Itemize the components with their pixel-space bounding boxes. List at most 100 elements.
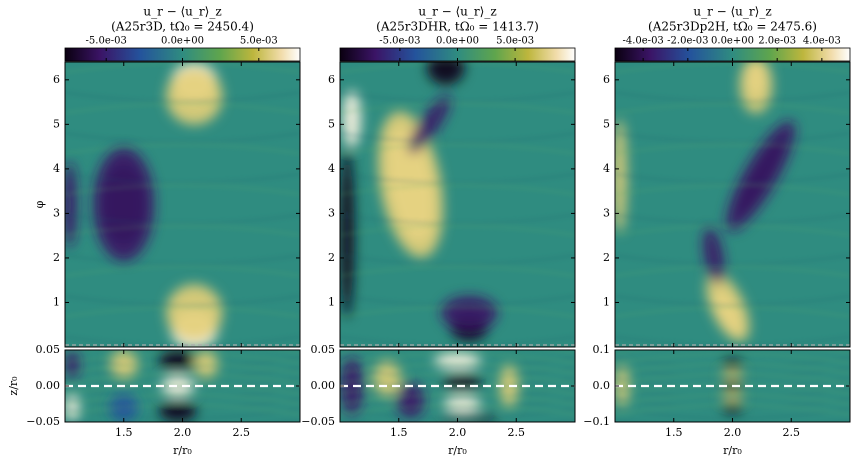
streak — [340, 253, 575, 266]
streak — [615, 131, 850, 144]
z-tick-label: 0.00 — [36, 379, 61, 392]
streak — [65, 183, 300, 196]
x-axis-label: r/r₀ — [173, 444, 192, 457]
colorbar-tick-label: -5.0e-03 — [379, 36, 420, 47]
y-tick-label: 1 — [603, 295, 610, 308]
streak — [65, 131, 300, 144]
streak — [65, 224, 300, 237]
streak — [615, 91, 850, 104]
streak — [340, 383, 575, 396]
colorbar-tick-label: 2.0e-03 — [758, 36, 796, 47]
streak — [615, 366, 850, 379]
streak — [65, 172, 300, 185]
streak — [340, 224, 575, 237]
z-axis-label: z/r₀ — [7, 376, 20, 396]
colorbar-tick-label: -2.0e-03 — [667, 36, 708, 47]
streak — [615, 143, 850, 156]
x-axis-label: r/r₀ — [723, 444, 742, 457]
streak — [340, 393, 575, 406]
heatmap-feature — [65, 393, 80, 422]
streak — [615, 183, 850, 196]
y-tick-label: 3 — [53, 206, 60, 219]
x-tick-label: 2.5 — [233, 426, 251, 439]
streak — [615, 383, 850, 396]
y-tick-label: 1 — [328, 295, 335, 308]
heatmap-feature — [65, 161, 77, 248]
x-tick-label: 2.5 — [783, 426, 801, 439]
y-tick-label: 4 — [328, 162, 335, 175]
streak — [615, 397, 850, 410]
x-tick-label: 2.0 — [449, 426, 467, 439]
y-tick-label: 5 — [53, 117, 60, 130]
panel-subtitle: (A25r3D, tΩ₀ = 2450.4) — [111, 20, 254, 34]
y-tick-label: 5 — [328, 117, 335, 130]
colorbar-tick-label: 0.0e+00 — [436, 36, 479, 47]
streak — [340, 294, 575, 307]
streak — [615, 294, 850, 307]
streak — [65, 253, 300, 266]
heatmap-streaks — [65, 62, 300, 347]
streak — [615, 265, 850, 278]
y-tick-label: 2 — [53, 251, 60, 264]
streak — [340, 183, 575, 196]
y-tick-label: 3 — [603, 206, 610, 219]
streak — [615, 356, 850, 369]
x-axis-label: r/r₀ — [448, 444, 467, 457]
x-tick-label: 1.5 — [115, 426, 133, 439]
heatmap-streaks — [65, 350, 300, 422]
streak — [340, 131, 575, 144]
streak — [65, 362, 300, 375]
streak — [65, 372, 300, 385]
streak — [615, 305, 850, 318]
z-tick-label: 0.1 — [593, 343, 611, 356]
streak — [340, 91, 575, 104]
z-tick-label: −0.1 — [583, 415, 610, 428]
streak — [65, 265, 300, 278]
heatmap-feature — [703, 227, 725, 284]
streak — [65, 387, 300, 400]
heatmap-feature — [726, 121, 796, 231]
heatmap-structure — [65, 62, 223, 347]
panel-title: u_r − ⟨u_r⟩_z — [418, 5, 496, 19]
panel-title: u_r − ⟨u_r⟩_z — [143, 5, 221, 19]
z-tick-label: −0.05 — [26, 415, 60, 428]
streak — [340, 362, 575, 375]
z-tick-label: −0.05 — [301, 415, 335, 428]
streak — [340, 265, 575, 278]
streak — [615, 393, 850, 406]
streak — [65, 376, 300, 389]
streak — [340, 305, 575, 318]
streak — [615, 372, 850, 385]
heatmap-image — [615, 62, 850, 347]
streak — [340, 102, 575, 115]
z-tick-label: 0.00 — [311, 379, 336, 392]
y-tick-label: 5 — [603, 117, 610, 130]
x-tick-label: 1.5 — [390, 426, 408, 439]
heatmap-feature — [408, 96, 451, 154]
heatmap-feature — [441, 295, 498, 330]
heatmap-image — [65, 62, 300, 347]
streak — [65, 393, 300, 406]
streak — [340, 213, 575, 226]
heatmap-feature — [426, 62, 465, 85]
heatmap-feature — [93, 147, 155, 262]
streak — [65, 91, 300, 104]
y-axis-label: φ — [33, 200, 46, 208]
streak — [340, 143, 575, 156]
y-tick-label: 2 — [328, 251, 335, 264]
streak — [65, 403, 300, 416]
streak — [615, 403, 850, 416]
streak — [615, 224, 850, 237]
colorbar-tick-label: -4.0e-03 — [622, 36, 663, 47]
x-tick-label: 2.0 — [724, 426, 742, 439]
z-tick-label: 0.0 — [593, 379, 611, 392]
streak — [340, 376, 575, 389]
heatmap-structure — [340, 62, 498, 342]
heatmap-feature — [65, 350, 80, 379]
streak — [340, 372, 575, 385]
streak — [65, 143, 300, 156]
y-tick-label: 2 — [603, 251, 610, 264]
x-tick-label: 2.5 — [508, 426, 526, 439]
streak — [615, 253, 850, 266]
